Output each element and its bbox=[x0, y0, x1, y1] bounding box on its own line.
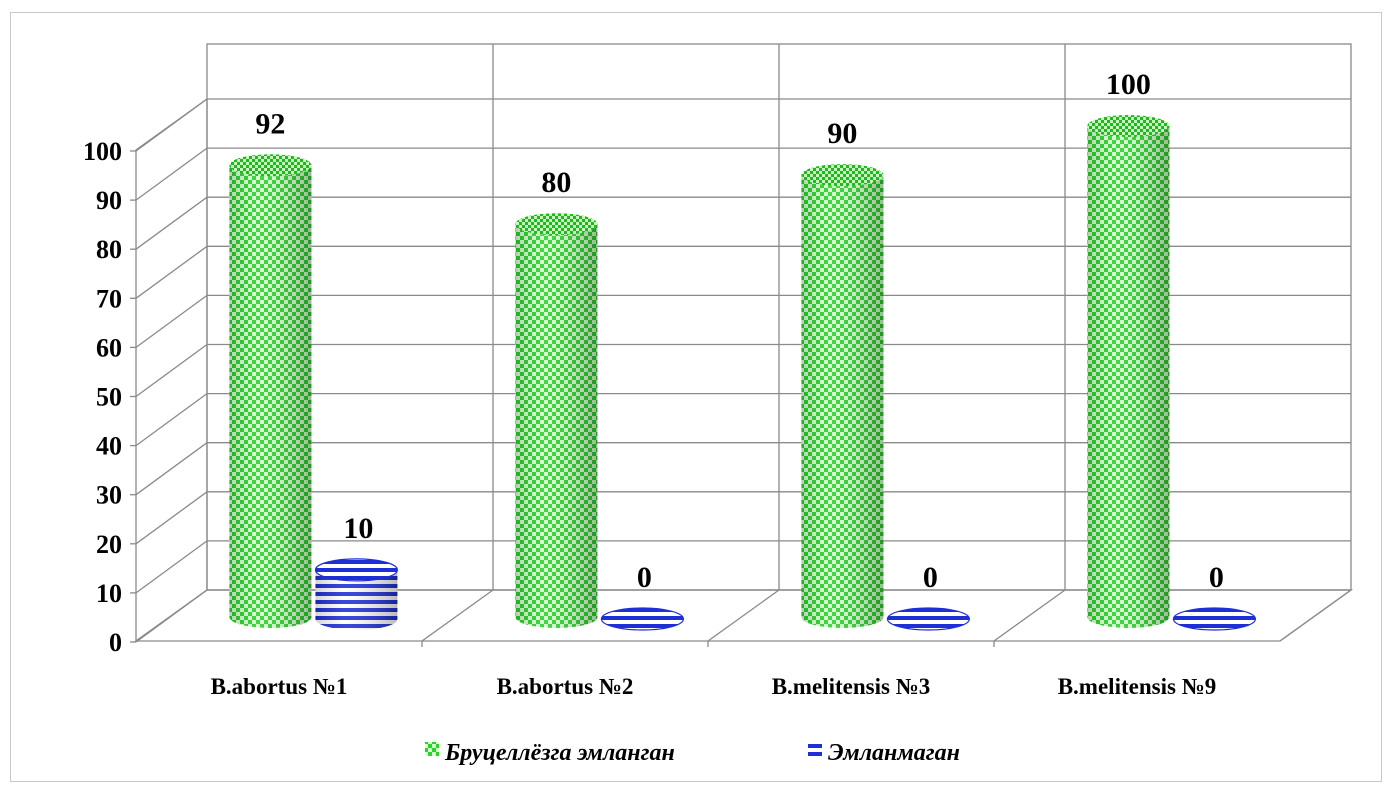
gridline-side-5 bbox=[135, 343, 208, 398]
bar-0-1-shade bbox=[515, 224, 598, 628]
data-label-1-3: 0 bbox=[1209, 561, 1224, 594]
bar-1-0-shade bbox=[315, 569, 398, 630]
ytick-label-2: 20 bbox=[96, 530, 122, 559]
legend-swatch-unvaccinated bbox=[808, 742, 822, 756]
ytick-label-6: 60 bbox=[96, 333, 122, 362]
divider-floor-3 bbox=[993, 589, 1066, 642]
bar-1-2-top bbox=[886, 607, 971, 631]
bar-1-3 bbox=[1172, 607, 1257, 631]
data-label-1-0: 10 bbox=[343, 512, 373, 545]
xtick-label-0: B.abortus №1 bbox=[211, 674, 348, 699]
gridline-side-3 bbox=[135, 442, 208, 496]
ytick-label-10: 100 bbox=[83, 137, 122, 166]
bar-1-1-top bbox=[600, 607, 685, 631]
ytick-label-7: 70 bbox=[96, 284, 122, 313]
ytick-label-3: 30 bbox=[96, 481, 122, 510]
gridline-side-0 bbox=[135, 589, 208, 643]
gridline-side-1 bbox=[135, 540, 208, 594]
floor-right-edge bbox=[1279, 589, 1352, 642]
ytick-label-4: 40 bbox=[96, 432, 122, 461]
data-label-0-1: 80 bbox=[541, 166, 571, 199]
bar-1-0-top bbox=[314, 558, 399, 582]
gridline-side-6 bbox=[135, 294, 208, 348]
bar-0-3-top bbox=[1087, 115, 1170, 137]
xtick-label-2: B.melitensis №3 bbox=[772, 674, 931, 699]
data-label-0-0: 92 bbox=[255, 107, 285, 140]
divider-floor-1 bbox=[421, 589, 494, 642]
xtick-label-1: B.abortus №2 bbox=[497, 674, 634, 699]
ytick-label-0: 0 bbox=[109, 628, 122, 657]
bar-0-2-top bbox=[801, 164, 884, 187]
bar-0-2-shade bbox=[801, 175, 884, 628]
bar-1-1 bbox=[600, 607, 685, 631]
gridline-side-7 bbox=[135, 245, 208, 299]
legend-label-unvaccinated: Эмланмаган bbox=[828, 740, 960, 766]
xtick-label-3: B.melitensis №9 bbox=[1058, 674, 1217, 699]
bars bbox=[229, 115, 1257, 631]
gridline-side-8 bbox=[135, 196, 208, 250]
gridline-side-10 bbox=[135, 98, 208, 152]
bar-1-0 bbox=[314, 558, 399, 630]
x-axis: B.abortus №1 B.abortus №2 B.melitensis №3 B… bbox=[211, 641, 1217, 699]
legend-swatch-vaccinated bbox=[425, 742, 439, 756]
gridline-side-4 bbox=[135, 393, 208, 447]
bar-0-0-shade bbox=[229, 165, 312, 629]
ytick-label-9: 90 bbox=[96, 186, 122, 215]
data-label-0-2: 90 bbox=[827, 117, 857, 150]
gridline-side-9 bbox=[135, 147, 208, 201]
ytick-label-5: 50 bbox=[96, 383, 122, 412]
gridline-side-2 bbox=[135, 491, 208, 545]
bar-1-3-top bbox=[1172, 607, 1257, 631]
bar-0-0 bbox=[229, 154, 312, 629]
data-label-1-2: 0 bbox=[923, 561, 938, 594]
bar-0-0-top bbox=[229, 154, 312, 177]
bar-0-3 bbox=[1087, 115, 1170, 628]
data-labels: 92 10 80 0 90 0 100 0 bbox=[255, 68, 1224, 594]
legend: Бруцеллёзга эмланган Эмланмаган bbox=[425, 740, 960, 766]
legend-label-vaccinated: Бруцеллёзга эмланган bbox=[444, 740, 675, 766]
bar-0-3-shade bbox=[1087, 126, 1170, 628]
y-axis: 0 10 20 30 40 50 60 70 80 90 100 bbox=[83, 137, 136, 657]
bar-0-1 bbox=[515, 213, 598, 628]
divider-floor-2 bbox=[707, 589, 780, 642]
ytick-label-1: 10 bbox=[96, 579, 122, 608]
bar-0-1-top bbox=[515, 213, 598, 236]
bar-1-2 bbox=[886, 607, 971, 631]
data-label-0-3: 100 bbox=[1106, 68, 1151, 101]
ytick-label-8: 80 bbox=[96, 235, 122, 264]
bar-0-2 bbox=[801, 164, 884, 628]
data-label-1-1: 0 bbox=[637, 561, 652, 594]
